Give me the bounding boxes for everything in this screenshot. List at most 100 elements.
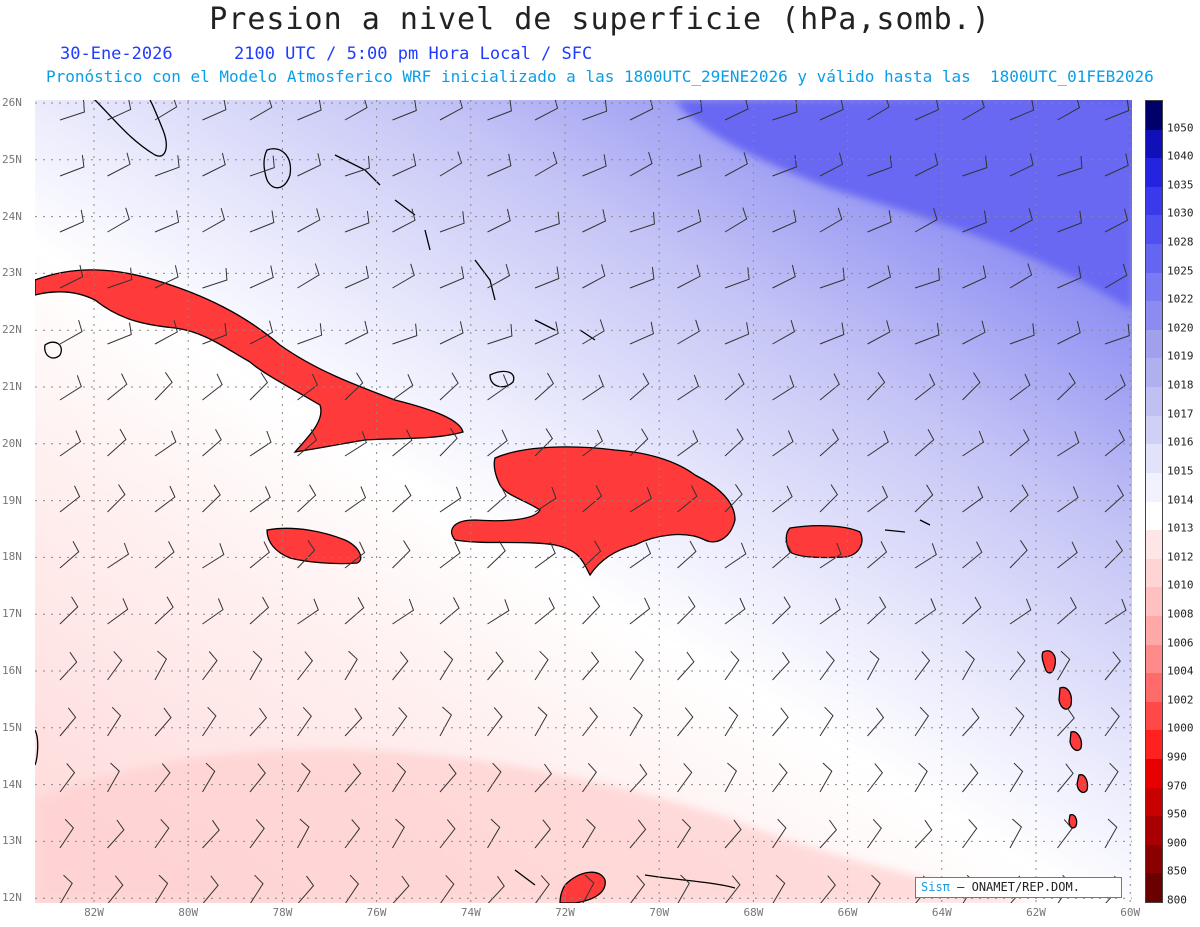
wind-barb xyxy=(629,706,643,737)
wind-barb xyxy=(107,373,128,401)
wind-barb xyxy=(297,153,322,177)
wind-barb xyxy=(392,323,418,345)
wind-barb xyxy=(107,598,129,625)
wind-barb xyxy=(107,207,130,233)
wind-barb xyxy=(819,428,840,457)
lon-label: 66W xyxy=(837,906,858,919)
wind-barb xyxy=(487,599,510,625)
wind-barb xyxy=(724,322,750,345)
wind-barb xyxy=(154,210,180,233)
wind-barb xyxy=(1009,706,1025,737)
pressure-map xyxy=(35,100,1132,903)
wind-barb xyxy=(629,372,650,401)
wind-barb xyxy=(534,321,559,345)
wind-barb xyxy=(439,650,454,681)
wind-barb xyxy=(1009,373,1031,401)
wind-barb xyxy=(1009,540,1028,569)
wind-barb xyxy=(962,763,979,793)
wind-barb xyxy=(534,763,553,793)
wind-barb xyxy=(677,100,703,121)
wind-barb xyxy=(297,540,316,569)
wind-barb xyxy=(867,485,889,513)
wind-barb xyxy=(154,100,178,121)
wind-barb xyxy=(487,875,505,903)
wind-barb xyxy=(297,263,320,289)
wind-barb xyxy=(297,706,312,737)
wind-barb xyxy=(249,155,275,177)
wind-barb xyxy=(154,430,177,457)
wind-barb xyxy=(344,431,367,457)
wind-barb xyxy=(202,819,220,849)
legend-level-label: 1020 xyxy=(1167,321,1194,335)
wind-barb xyxy=(392,707,408,737)
wind-barb xyxy=(914,598,937,625)
wind-barb xyxy=(819,819,838,849)
wind-barb xyxy=(914,819,933,849)
legend-level-label: 1000 xyxy=(1167,721,1194,735)
legend-level-label: 850 xyxy=(1167,864,1187,878)
bahamas-exuma xyxy=(334,154,431,251)
model-info-line: Pronóstico con el Modelo Atmosferico WRF… xyxy=(46,67,1154,86)
wind-barb xyxy=(107,152,131,177)
wind-barb xyxy=(202,100,227,121)
wind-barb xyxy=(249,650,263,681)
wind-barb xyxy=(487,374,509,401)
wind-barb xyxy=(439,541,461,569)
wind-barb xyxy=(202,207,226,233)
wind-barb xyxy=(582,485,603,513)
lon-label: 76W xyxy=(366,906,387,919)
wind-barb xyxy=(1057,265,1082,289)
wind-barb xyxy=(914,428,935,457)
legend-swatch xyxy=(1146,787,1162,817)
wind-barb xyxy=(819,152,844,177)
wind-barb xyxy=(297,429,318,457)
wind-barb xyxy=(1057,155,1083,177)
wind-barb xyxy=(1057,372,1076,401)
wind-barb xyxy=(487,429,508,457)
wind-barb xyxy=(439,486,462,513)
wind-barb xyxy=(249,320,274,345)
wind-barb xyxy=(677,430,699,457)
wind-barb xyxy=(392,374,414,401)
wind-barb xyxy=(819,762,833,793)
lat-label: 19N xyxy=(2,493,22,507)
wind-barb xyxy=(487,208,511,233)
wind-barb xyxy=(534,706,548,737)
wind-barb xyxy=(250,874,264,903)
wind-barb xyxy=(534,428,554,457)
wind-barb xyxy=(534,486,557,513)
lon-label: 78W xyxy=(272,906,293,919)
st-vincent-island xyxy=(1076,774,1089,794)
wind-barb xyxy=(772,485,793,513)
wind-barb xyxy=(724,819,742,849)
wind-barb xyxy=(677,485,698,513)
wind-barb xyxy=(297,100,322,121)
legend-level-label: 1016 xyxy=(1167,435,1194,449)
wind-barb xyxy=(59,319,83,345)
wind-barb xyxy=(202,152,226,177)
legend-swatch xyxy=(1146,673,1162,703)
wind-barb xyxy=(392,153,417,177)
wind-barb xyxy=(724,152,748,177)
wind-barb xyxy=(249,596,270,625)
wind-barb xyxy=(867,707,885,737)
wind-barb xyxy=(344,155,370,177)
wind-barb xyxy=(392,875,410,903)
wind-barb xyxy=(962,541,983,569)
lat-lon-grid xyxy=(35,100,1132,903)
wind-barb xyxy=(1104,323,1130,345)
wind-barb xyxy=(107,100,132,121)
wind-barb xyxy=(344,265,369,289)
wind-barb xyxy=(487,323,513,345)
wind-barb xyxy=(60,874,73,903)
wind-barb xyxy=(819,651,835,681)
wind-barb xyxy=(677,874,690,903)
wind-barb xyxy=(724,762,738,793)
wind-barb xyxy=(297,875,315,903)
jamaica-island xyxy=(266,527,362,565)
wind-barb xyxy=(534,151,558,177)
lon-label: 62W xyxy=(1026,906,1046,919)
wind-barb xyxy=(867,763,884,793)
wind-barb xyxy=(392,598,415,625)
wind-barb xyxy=(59,375,82,401)
